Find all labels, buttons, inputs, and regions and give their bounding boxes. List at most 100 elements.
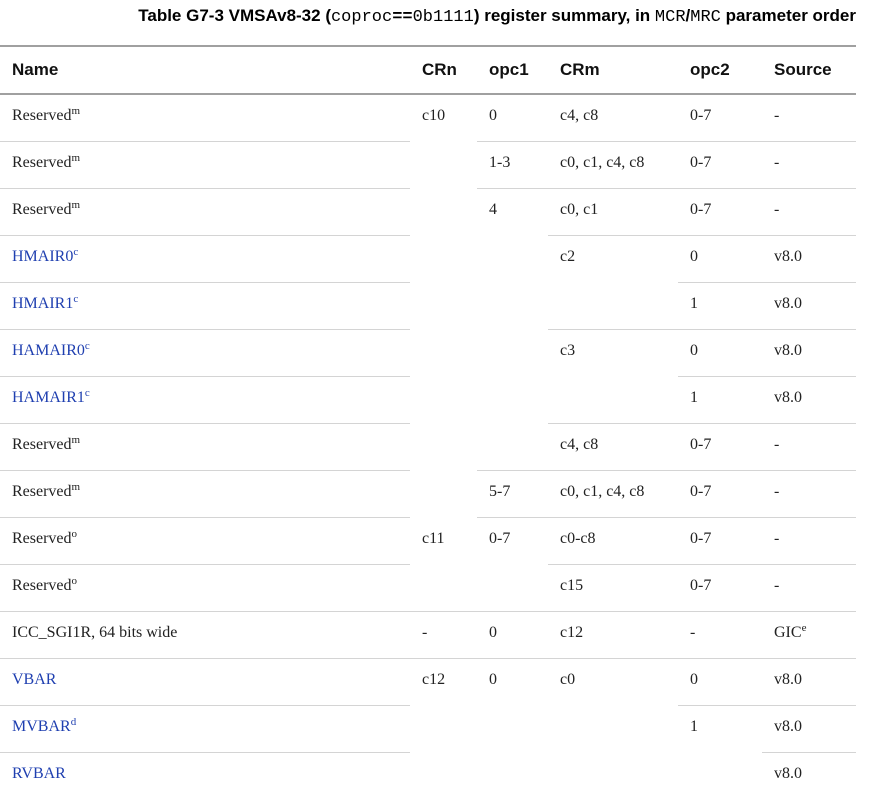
opc1-cell [477, 424, 548, 471]
register-name: Reservedm [0, 424, 410, 471]
register-link[interactable]: HAMAIR0c [0, 330, 410, 377]
source-cell: - [762, 471, 856, 518]
opc1-cell: 0 [477, 612, 548, 659]
source-cell: - [762, 189, 856, 236]
crn-cell: c10 [410, 94, 477, 142]
crn-cell: c11 [410, 518, 477, 565]
register-name-text[interactable]: RVBAR [12, 765, 66, 782]
source-text: v8.0 [774, 295, 802, 312]
footnote-marker: c [85, 340, 90, 352]
crm-cell [548, 377, 678, 424]
source-text: v8.0 [774, 671, 802, 688]
register-name: Reservedm [0, 189, 410, 236]
register-name-text[interactable]: HAMAIR0 [12, 342, 85, 359]
crn-cell: c12 [410, 659, 477, 706]
header-opc1: opc1 [477, 46, 548, 94]
crm-cell: c0, c1, c4, c8 [548, 471, 678, 518]
register-name: Reservedo [0, 518, 410, 565]
footnote-marker: m [72, 199, 81, 211]
register-name: Reservedo [0, 565, 410, 612]
source-cell: - [762, 142, 856, 189]
source-cell: - [762, 424, 856, 471]
register-name-text: Reserved [12, 483, 72, 500]
caption-code-mrc: MRC [690, 8, 721, 27]
footnote-marker: c [73, 246, 78, 258]
crn-cell [410, 471, 477, 518]
source-cell: - [762, 94, 856, 142]
crn-cell [410, 283, 477, 330]
header-crm: CRm [548, 46, 678, 94]
crn-cell [410, 377, 477, 424]
source-text: v8.0 [774, 389, 802, 406]
opc2-cell: 0 [678, 236, 762, 283]
opc1-cell: 0 [477, 94, 548, 142]
register-link[interactable]: MVBARd [0, 706, 410, 753]
register-link[interactable]: RVBAR [0, 753, 410, 799]
register-name-text[interactable]: HMAIR0 [12, 248, 73, 265]
register-name: Reservedm [0, 471, 410, 518]
source-text: - [774, 107, 779, 124]
crn-cell [410, 753, 477, 799]
crm-cell: c2 [548, 236, 678, 283]
crn-cell [410, 706, 477, 753]
opc2-cell: 0 [678, 330, 762, 377]
register-name-text: ICC_SGI1R, 64 bits wide [12, 624, 177, 641]
register-link[interactable]: VBAR [0, 659, 410, 706]
source-cell: v8.0 [762, 706, 856, 753]
register-link[interactable]: HAMAIR1c [0, 377, 410, 424]
opc2-cell [678, 753, 762, 799]
crm-cell [548, 283, 678, 330]
source-text: - [774, 436, 779, 453]
register-name-text: Reserved [12, 577, 72, 594]
opc2-cell: 0 [678, 659, 762, 706]
crm-cell: c3 [548, 330, 678, 377]
register-name-text[interactable]: HMAIR1 [12, 295, 73, 312]
table-row: HAMAIR1c 1 v8.0 [0, 377, 856, 424]
crn-cell [410, 236, 477, 283]
opc2-cell: 1 [678, 377, 762, 424]
opc2-cell: 0-7 [678, 518, 762, 565]
source-text: - [774, 154, 779, 171]
footnote-marker: c [73, 293, 78, 305]
source-cell: v8.0 [762, 283, 856, 330]
opc2-cell: 0-7 [678, 189, 762, 236]
crm-cell: c15 [548, 565, 678, 612]
crm-cell: c4, c8 [548, 424, 678, 471]
opc2-cell: 0-7 [678, 94, 762, 142]
opc1-cell: 5-7 [477, 471, 548, 518]
opc2-cell: 0-7 [678, 471, 762, 518]
crm-cell: c12 [548, 612, 678, 659]
opc1-cell: 0-7 [477, 518, 548, 565]
register-name-text[interactable]: VBAR [12, 671, 56, 688]
opc1-cell [477, 753, 548, 799]
crm-cell [548, 706, 678, 753]
source-text: - [774, 530, 779, 547]
caption-suffix: parameter order [721, 6, 856, 25]
register-name-text: Reserved [12, 154, 72, 171]
register-name-text[interactable]: MVBAR [12, 718, 71, 735]
caption-middle: ) register summary, in [474, 6, 655, 25]
opc2-cell: 1 [678, 706, 762, 753]
crn-cell [410, 424, 477, 471]
register-link[interactable]: HMAIR0c [0, 236, 410, 283]
source-cell: GICe [762, 612, 856, 659]
footnote-marker: m [72, 105, 81, 117]
caption-code-value: 0b1111 [413, 8, 474, 27]
opc2-cell: 0-7 [678, 424, 762, 471]
crm-cell: c4, c8 [548, 94, 678, 142]
source-text: - [774, 483, 779, 500]
opc1-cell [477, 236, 548, 283]
register-name-text[interactable]: HAMAIR1 [12, 389, 85, 406]
opc2-cell: - [678, 612, 762, 659]
register-link[interactable]: HMAIR1c [0, 283, 410, 330]
